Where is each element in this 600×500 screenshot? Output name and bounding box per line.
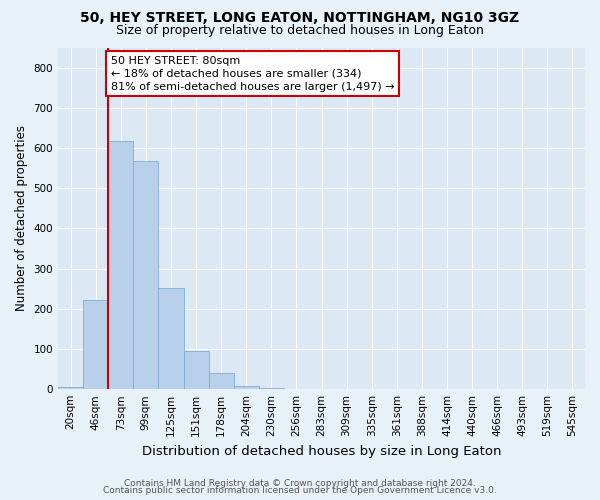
Bar <box>209 373 233 389</box>
Bar <box>158 288 184 389</box>
Y-axis label: Number of detached properties: Number of detached properties <box>15 126 28 312</box>
Text: Contains public sector information licensed under the Open Government Licence v3: Contains public sector information licen… <box>103 486 497 495</box>
Text: Contains HM Land Registry data © Crown copyright and database right 2024.: Contains HM Land Registry data © Crown c… <box>124 478 476 488</box>
Bar <box>108 141 133 389</box>
Bar <box>259 388 284 389</box>
Bar <box>133 162 158 389</box>
Bar <box>233 386 259 389</box>
Bar <box>58 387 83 389</box>
Text: 50 HEY STREET: 80sqm
← 18% of detached houses are smaller (334)
81% of semi-deta: 50 HEY STREET: 80sqm ← 18% of detached h… <box>111 56 394 92</box>
Bar <box>184 351 209 389</box>
X-axis label: Distribution of detached houses by size in Long Eaton: Distribution of detached houses by size … <box>142 444 501 458</box>
Bar <box>83 300 108 389</box>
Text: 50, HEY STREET, LONG EATON, NOTTINGHAM, NG10 3GZ: 50, HEY STREET, LONG EATON, NOTTINGHAM, … <box>80 11 520 25</box>
Text: Size of property relative to detached houses in Long Eaton: Size of property relative to detached ho… <box>116 24 484 37</box>
